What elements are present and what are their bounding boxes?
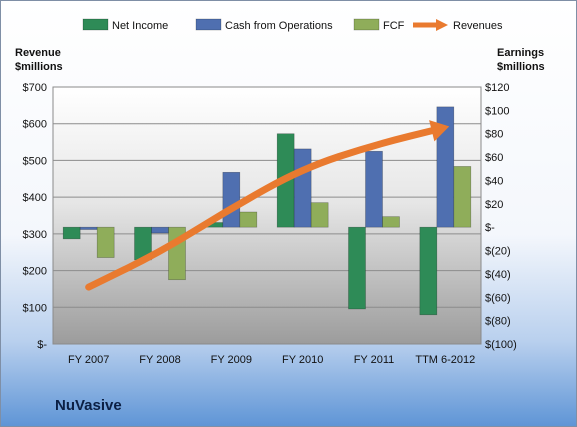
category-label: FY 2007 — [68, 354, 109, 366]
bar-fcf — [310, 202, 329, 228]
bar-net-income — [348, 226, 366, 310]
right-tick-label: $40 — [485, 175, 503, 187]
bar-fcf — [453, 166, 472, 228]
bar-cash-from-operations — [365, 150, 383, 228]
bar-cash-from-operations — [79, 226, 98, 230]
left-tick-label: $- — [37, 339, 47, 351]
legend-label-revenues: Revenues — [453, 20, 503, 32]
gridlines — [53, 123, 481, 308]
left-tick-label: $700 — [23, 82, 47, 94]
right-tick-label: $100 — [485, 105, 509, 117]
right-axis-title-line1: Earnings — [497, 47, 545, 59]
left-axis-title-line2: $millions — [15, 61, 63, 73]
right-tick-label: $(40) — [485, 269, 511, 281]
bar-cash-from-operations — [293, 148, 312, 228]
category-label: FY 2009 — [211, 354, 252, 366]
category-label: FY 2010 — [282, 354, 323, 366]
category-label: TTM 6-2012 — [415, 354, 475, 366]
right-tick-label: $(80) — [485, 316, 511, 328]
legend-arrow-revenues — [436, 19, 448, 31]
legend-swatch-fcf — [353, 18, 380, 31]
left-axis-title: Revenue $millions — [15, 46, 63, 74]
legend-label-cash-from-operations: Cash from Operations — [225, 20, 333, 32]
right-tick-label: $20 — [485, 199, 503, 211]
legend-label-fcf: FCF — [383, 20, 405, 32]
left-axis-title-line1: Revenue — [15, 47, 61, 59]
bar-net-income — [419, 226, 438, 316]
right-tick-label: $(20) — [485, 246, 511, 258]
bar-fcf — [382, 216, 400, 228]
revenues-line — [85, 127, 436, 291]
right-tick-label: $120 — [485, 82, 509, 94]
left-tick-label: $200 — [23, 266, 47, 278]
right-tick-label: $- — [485, 222, 495, 234]
tick-labels: $- $100 $200 $300 $400 $500 $600 $700 $(100) $(80… — [23, 82, 517, 366]
left-tick-label: $100 — [23, 302, 47, 314]
revenues-arrowhead — [429, 120, 450, 142]
bar-fcf — [96, 226, 115, 258]
legend-swatch-net-income — [82, 18, 109, 31]
right-tick-label: $60 — [485, 152, 503, 164]
bar-fcf — [239, 211, 258, 228]
bar-cash-from-operations — [151, 226, 169, 234]
chart-svg: $- $100 $200 $300 $400 $500 $600 $700 $(100) $(80… — [23, 18, 517, 366]
legend-swatch-cash-from-operations — [195, 18, 222, 31]
plot-area — [52, 86, 482, 345]
right-tick-label: $(100) — [485, 339, 517, 351]
left-tick-label: $500 — [23, 155, 47, 167]
category-label: FY 2008 — [139, 354, 180, 366]
left-tick-label: $600 — [23, 119, 47, 131]
right-tick-label: $80 — [485, 129, 503, 141]
bar-net-income — [62, 226, 81, 240]
bar-cash-from-operations — [222, 171, 241, 228]
company-name: NuVasive — [55, 397, 122, 414]
category-label: FY 2011 — [354, 354, 395, 366]
legend: Net Income Cash from Operations FCF Revenue… — [82, 18, 503, 32]
legend-label-net-income: Net Income — [112, 20, 168, 32]
right-tick-label: $(60) — [485, 292, 511, 304]
right-axis-title: Earnings $millions — [497, 46, 545, 74]
left-tick-label: $300 — [23, 229, 47, 241]
left-tick-label: $400 — [23, 192, 47, 204]
revenues-line-group — [85, 120, 450, 291]
right-axis-title-line2: $millions — [497, 61, 545, 73]
